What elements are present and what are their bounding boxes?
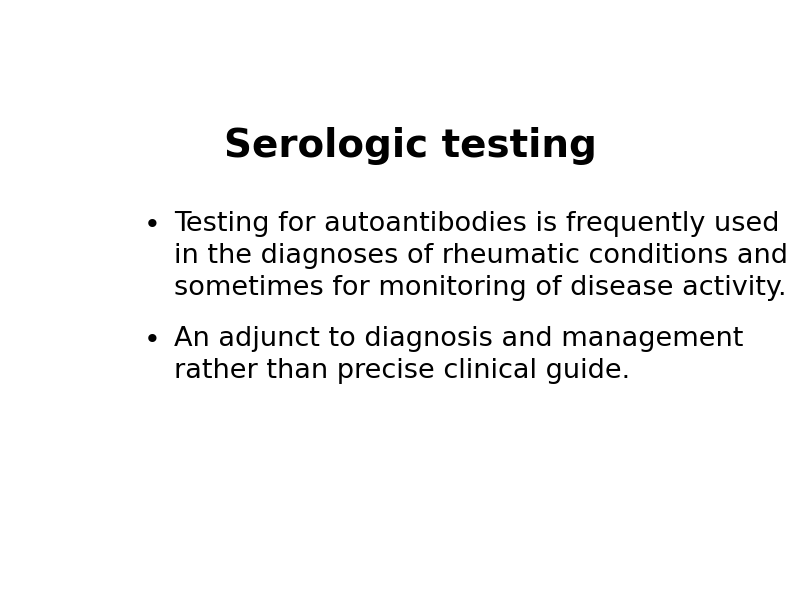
Text: •: •	[143, 326, 160, 354]
Text: rather than precise clinical guide.: rather than precise clinical guide.	[174, 358, 630, 384]
Text: •: •	[143, 211, 160, 239]
Text: in the diagnoses of rheumatic conditions and: in the diagnoses of rheumatic conditions…	[174, 242, 789, 269]
Text: Serologic testing: Serologic testing	[223, 127, 597, 166]
Text: An adjunct to diagnosis and management: An adjunct to diagnosis and management	[174, 326, 744, 352]
Text: Testing for autoantibodies is frequently used: Testing for autoantibodies is frequently…	[174, 211, 780, 236]
Text: sometimes for monitoring of disease activity.: sometimes for monitoring of disease acti…	[174, 275, 787, 301]
